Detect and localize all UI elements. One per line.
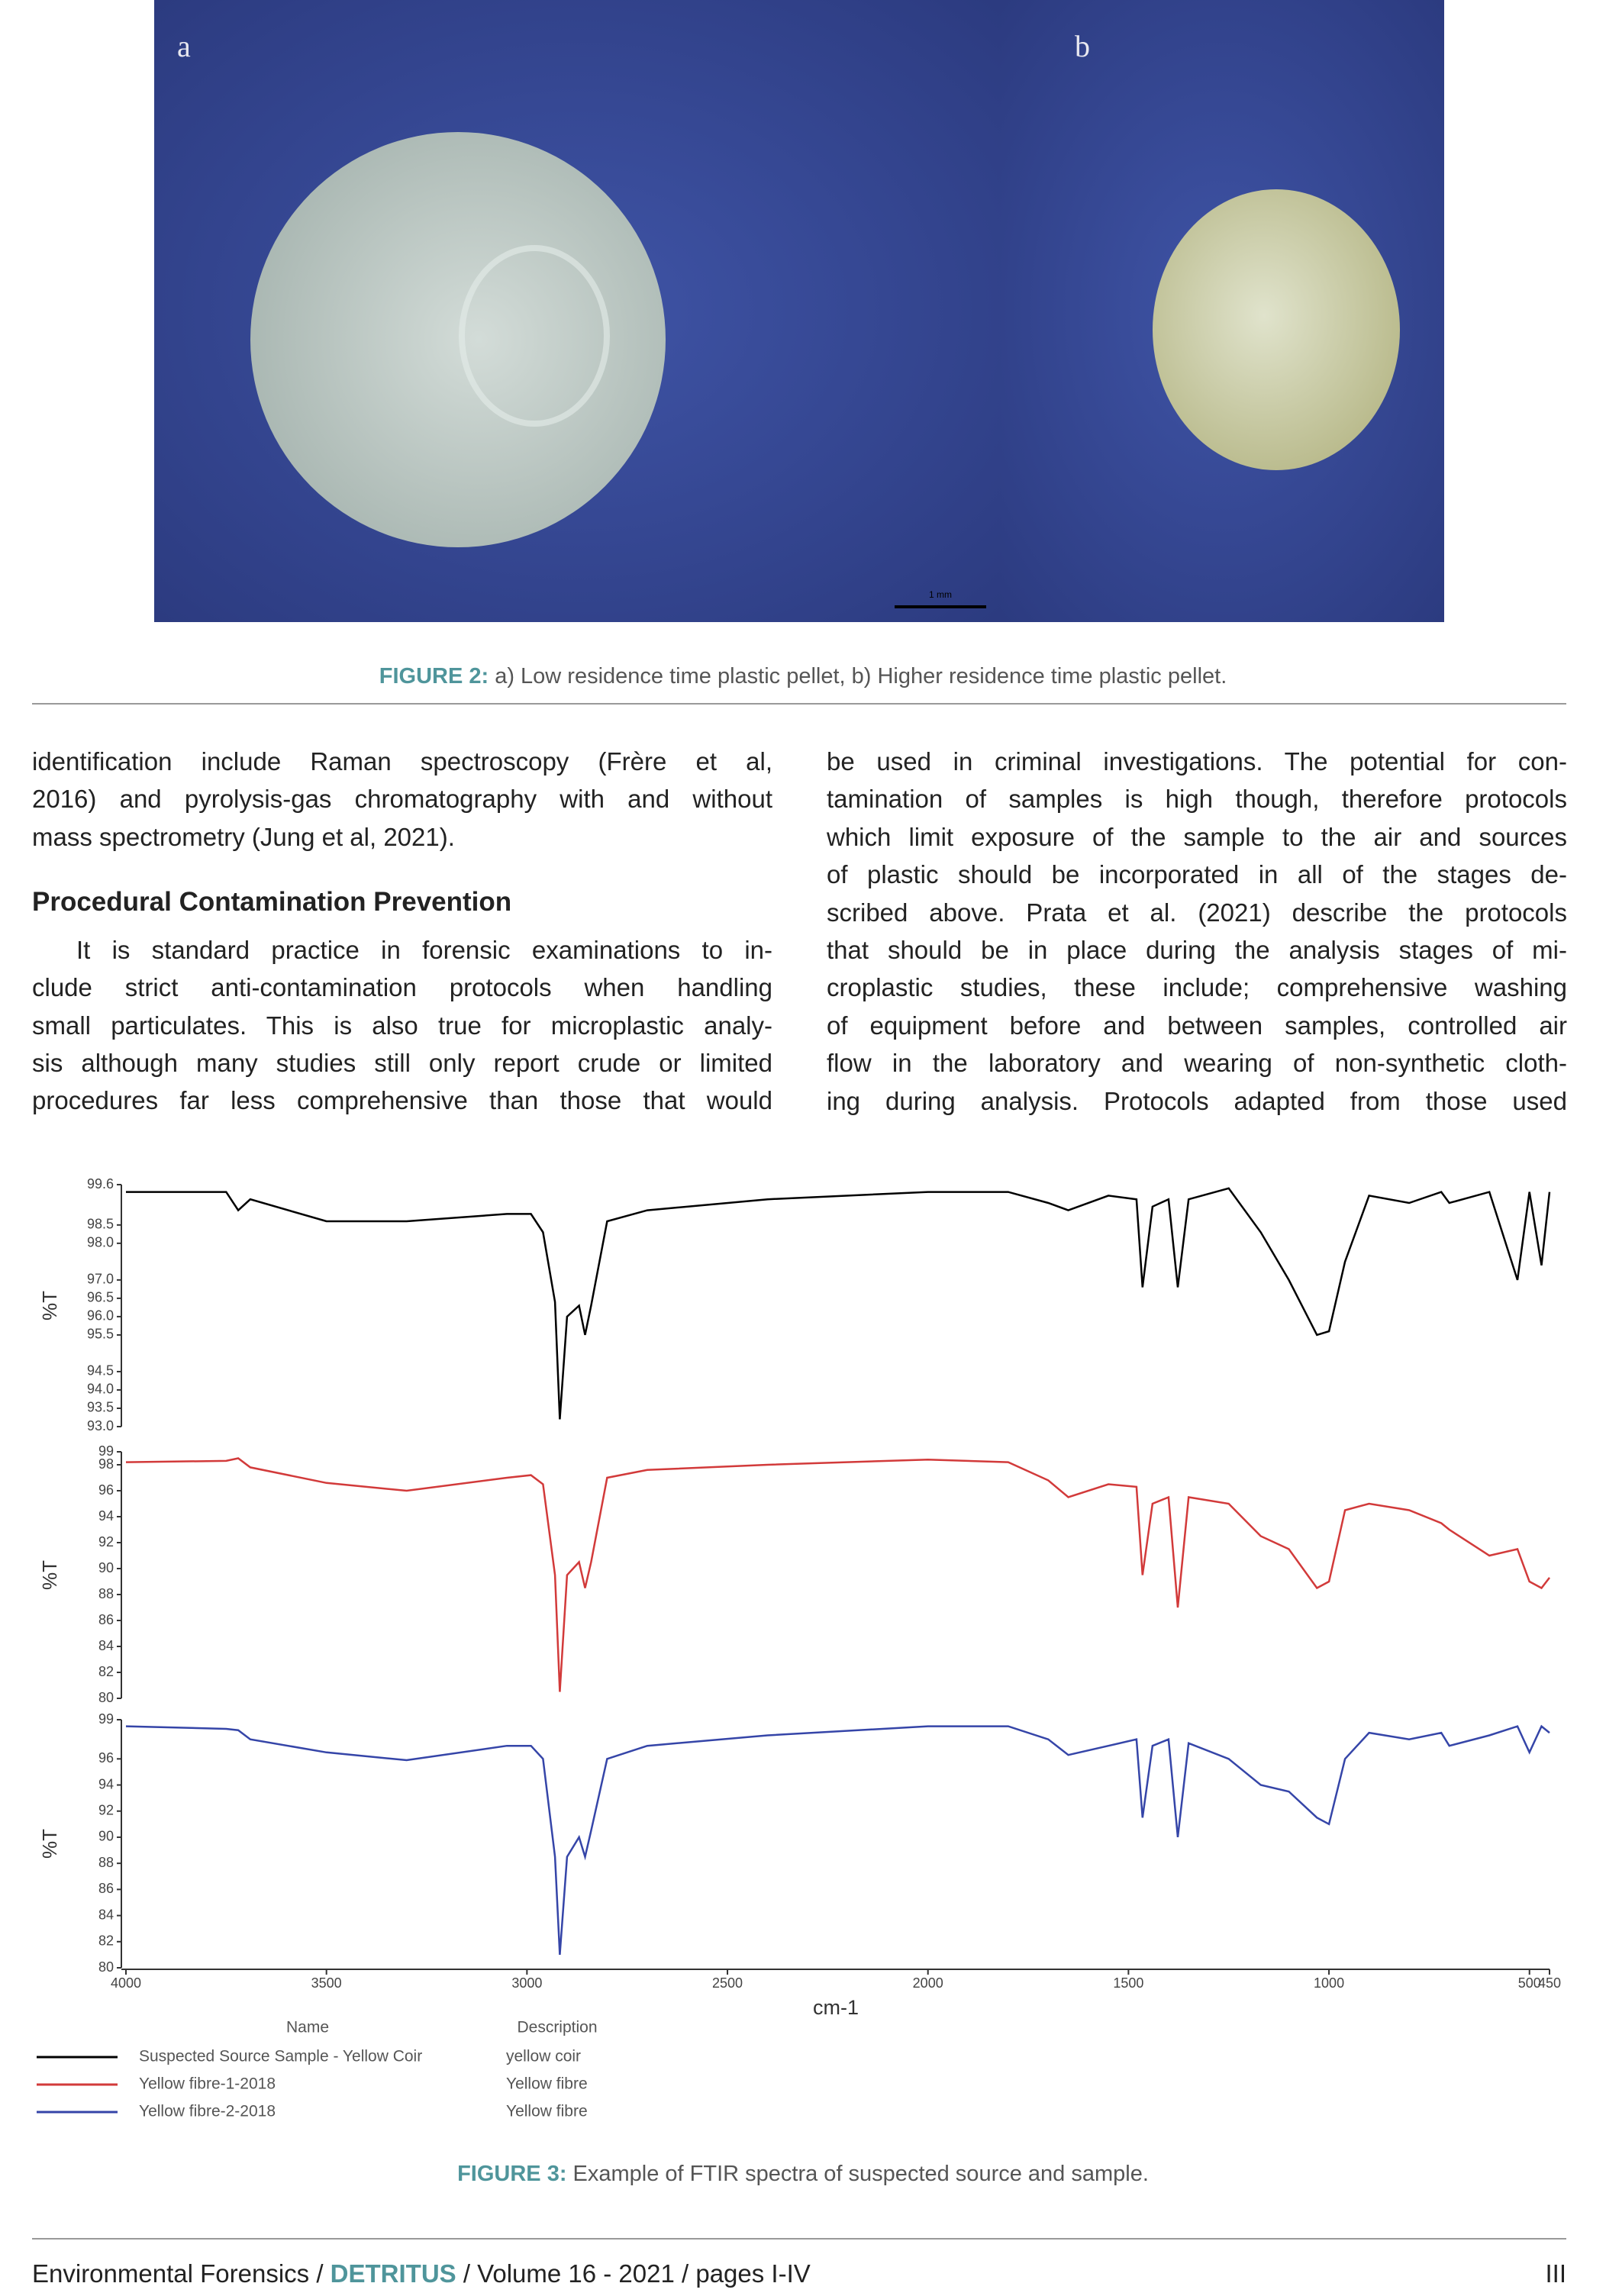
text-line: croplastic studies, these include; compr… <box>827 973 1567 1002</box>
caption-label: FIGURE 3: <box>457 2162 567 2186</box>
caption-text: a) Low residence time plastic pellet, b)… <box>489 664 1227 688</box>
legend-description: Yellow fibre <box>506 2075 588 2093</box>
spectrum-line <box>125 1724 1550 1955</box>
pellet-a-highlight <box>459 245 610 427</box>
x-tick-label: 450 <box>1538 1975 1561 1991</box>
y-axis-label: %T <box>38 1291 61 1321</box>
text-line: It is standard practice in forensic exam… <box>76 936 772 964</box>
y-tick-label: 96 <box>98 1750 114 1766</box>
x-tick-label: 2000 <box>913 1975 943 1991</box>
y-tick-label: 94.0 <box>87 1382 114 1397</box>
y-tick-label: 94 <box>98 1776 114 1791</box>
caption-label: FIGURE 2: <box>379 664 489 688</box>
y-tick-label: 80 <box>98 1959 114 1975</box>
panel-label: b <box>1075 29 1090 63</box>
legend-description: yellow coir <box>506 2048 581 2065</box>
x-tick-label: 3500 <box>311 1975 342 1991</box>
x-tick-label: 4000 <box>111 1975 141 1991</box>
pellet-b <box>1153 189 1400 470</box>
text-line: that should be in place during the analy… <box>827 936 1567 964</box>
x-tick-label: 2500 <box>712 1975 743 1991</box>
y-tick-label: 90 <box>98 1829 114 1844</box>
y-tick-label: 82 <box>98 1664 114 1679</box>
x-tick-label: 3000 <box>511 1975 542 1991</box>
text-line: of equipment before and between samples,… <box>827 1011 1567 1040</box>
y-axis-label: %T <box>38 1560 61 1590</box>
y-tick-label: 86 <box>98 1881 114 1896</box>
y-tick-label: 93.5 <box>87 1400 114 1415</box>
legend-name: Yellow fibre-1-2018 <box>139 2075 276 2093</box>
y-tick-label: 88 <box>98 1586 114 1601</box>
y-tick-label: 98.0 <box>87 1235 114 1250</box>
y-tick-label: 99 <box>98 1443 114 1459</box>
text-line: mass spectrometry (Jung et al, 2021). <box>32 823 455 851</box>
text-line: ing during analysis. Protocols adapted f… <box>827 1086 1567 1115</box>
x-axis-label: cm-1 <box>813 1996 859 2019</box>
x-tick-label: 1000 <box>1314 1975 1344 1991</box>
text-line: sis although many studies still only rep… <box>32 1049 772 1077</box>
y-tick-label: 96.5 <box>87 1290 114 1305</box>
figure-caption: FIGURE 3: Example of FTIR spectra of sus… <box>0 2162 1606 2187</box>
y-tick-label: 95.5 <box>87 1327 114 1342</box>
text-line: flow in the laboratory and wearing of no… <box>827 1049 1567 1078</box>
spectrum-line <box>126 1187 1551 1420</box>
section-heading: Procedural Contamination Prevention <box>32 887 512 917</box>
y-tick-label: 84 <box>98 1907 114 1922</box>
legend-header: Name <box>286 2019 329 2036</box>
y-tick-label: 92 <box>98 1534 114 1549</box>
pellet-a <box>250 132 666 547</box>
footer-text: Environmental Forensics / <box>32 2259 331 2288</box>
y-tick-label: 92 <box>98 1802 114 1817</box>
scale-bar-label: 1 mm <box>929 589 952 600</box>
y-tick-label: 99 <box>98 1711 114 1727</box>
y-tick-label: 96.0 <box>87 1308 114 1324</box>
legend-header: Description <box>517 2019 597 2036</box>
text-line: of plastic should be incorporated in all… <box>827 860 1567 889</box>
y-tick-label: 93.0 <box>87 1418 114 1433</box>
y-axis-label: %T <box>38 1829 61 1859</box>
y-tick-label: 96 <box>98 1482 114 1498</box>
text-line: scribed above. Prata et al. (2021) descr… <box>827 898 1567 927</box>
x-tick-label: 1500 <box>1113 1975 1143 1991</box>
footer-text: / Volume 16 - 2021 / pages I-IV <box>456 2259 811 2288</box>
page-number: III <box>1545 2259 1566 2288</box>
footer-journal: DETRITUS <box>330 2259 456 2288</box>
text-line: clude strict anti-contamination protocol… <box>32 973 772 1001</box>
figure-caption: FIGURE 2: a) Low residence time plastic … <box>0 664 1606 689</box>
text-line: identification include Raman spectroscop… <box>32 747 772 776</box>
legend-description: Yellow fibre <box>506 2103 588 2120</box>
text-line: 2016) and pyrolysis-gas chromatography w… <box>32 785 772 813</box>
y-tick-label: 90 <box>98 1560 114 1575</box>
y-tick-label: 86 <box>98 1612 114 1627</box>
text-line: procedures far less comprehensive than t… <box>32 1086 772 1114</box>
footer: Environmental Forensics / DETRITUS / Vol… <box>32 2259 811 2288</box>
y-tick-label: 98.5 <box>87 1217 114 1232</box>
text-line: be used in criminal investigations. The … <box>827 747 1567 776</box>
y-tick-label: 97.0 <box>87 1272 114 1287</box>
legend-name: Suspected Source Sample - Yellow Coir <box>139 2048 422 2065</box>
caption-text: Example of FTIR spectra of suspected sou… <box>566 2162 1149 2186</box>
panel-label: a <box>177 29 191 63</box>
x-tick-label: 500 <box>1518 1975 1541 1991</box>
y-tick-label: 99.6 <box>87 1176 114 1192</box>
text-line: which limit exposure of the sample to th… <box>827 822 1567 851</box>
y-tick-label: 98 <box>98 1456 114 1472</box>
y-tick-label: 88 <box>98 1855 114 1870</box>
y-tick-label: 80 <box>98 1690 114 1705</box>
y-tick-label: 94 <box>98 1508 114 1524</box>
y-tick-label: 94.5 <box>87 1363 114 1379</box>
text-line: small particulates. This is also true fo… <box>32 1011 772 1040</box>
y-tick-label: 84 <box>98 1638 114 1653</box>
legend-name: Yellow fibre-2-2018 <box>139 2103 276 2120</box>
text-line: tamination of samples is high though, th… <box>827 785 1567 814</box>
y-tick-label: 82 <box>98 1933 114 1949</box>
spectrum-line <box>125 1457 1550 1692</box>
